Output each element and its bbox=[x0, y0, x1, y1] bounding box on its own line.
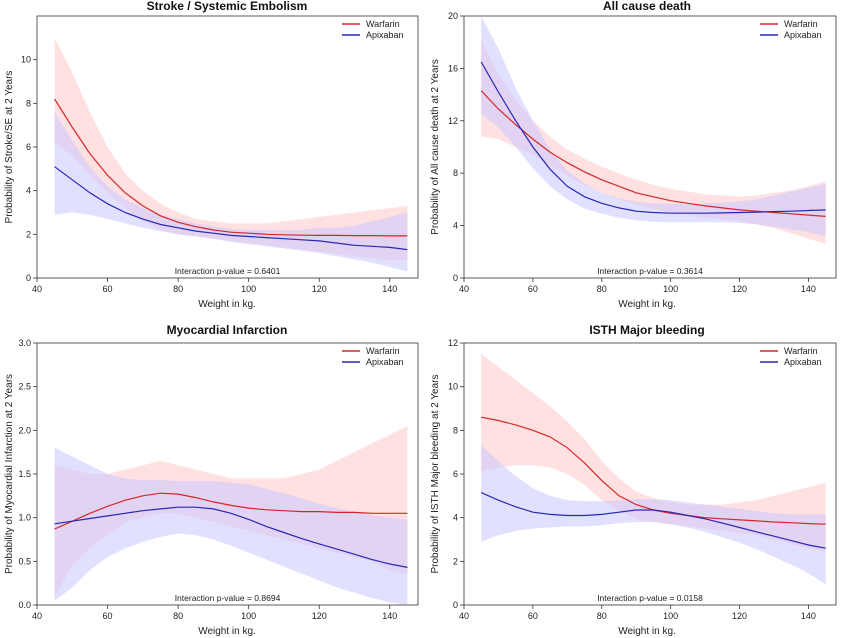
x-tick-label: 140 bbox=[382, 284, 397, 294]
y-tick-label: 1.0 bbox=[18, 513, 31, 523]
x-axis-label: Weight in kg. bbox=[198, 626, 256, 637]
confidence-band-apixaban bbox=[54, 112, 408, 272]
confidence-band-apixaban bbox=[481, 445, 826, 585]
x-tick-label: 140 bbox=[801, 284, 816, 294]
panel-title: Stroke / Systemic Embolism bbox=[147, 0, 308, 13]
y-tick-label: 12 bbox=[448, 338, 458, 348]
x-tick-label: 120 bbox=[312, 611, 327, 621]
panel-all-cause-death: All cause death Probability of All cause… bbox=[430, 0, 837, 310]
interaction-p-value: Interaction p-value = 0.8694 bbox=[175, 593, 281, 603]
plot-area: 40 60 80 100 120 140 0 2 4 6 8 10 12 WarfarinApixaban… bbox=[448, 338, 837, 621]
x-tick-label: 40 bbox=[459, 611, 469, 621]
confidence-band-warfarin bbox=[54, 37, 408, 261]
y-tick-label: 0.0 bbox=[18, 600, 31, 610]
legend-label-apixaban: Apixaban bbox=[784, 357, 822, 367]
series-line-apixaban bbox=[54, 166, 408, 251]
y-axis-label: Probability of Myocardial Infarction at … bbox=[4, 374, 15, 574]
x-tick-label: 60 bbox=[528, 611, 538, 621]
panel-stroke: Stroke / Systemic Embolism Probability o… bbox=[4, 0, 419, 310]
series-line-warfarin bbox=[54, 492, 408, 530]
y-axis-label: Probability of Stroke/SE at 2 Years bbox=[4, 71, 15, 224]
x-tick-label: 40 bbox=[32, 611, 42, 621]
x-tick-label: 140 bbox=[382, 611, 397, 621]
y-tick-label: 4 bbox=[453, 221, 458, 231]
y-tick-label: 0 bbox=[453, 600, 458, 610]
y-tick-label: 2.0 bbox=[18, 425, 31, 435]
y-tick-label: 20 bbox=[448, 11, 458, 21]
x-tick-label: 80 bbox=[173, 611, 183, 621]
plot-frame bbox=[463, 15, 837, 279]
y-tick-label: 8 bbox=[453, 168, 458, 178]
y-tick-label: 2 bbox=[26, 229, 31, 239]
y-tick-label: 10 bbox=[448, 382, 458, 392]
x-tick-label: 80 bbox=[173, 284, 183, 294]
x-tick-label: 80 bbox=[597, 611, 607, 621]
legend-label-warfarin: Warfarin bbox=[366, 346, 400, 356]
x-tick-label: 120 bbox=[732, 284, 747, 294]
y-tick-label: 4 bbox=[453, 513, 458, 523]
plot-area: 40 60 80 100 120 140 0.0 0.5 1.0 1.5 2.0 2.5 3.0 Warf… bbox=[18, 338, 419, 621]
y-tick-label: 4 bbox=[26, 186, 31, 196]
y-tick-label: 6 bbox=[26, 142, 31, 152]
confidence-band-warfarin bbox=[481, 353, 826, 553]
panel-isth-major-bleeding: ISTH Major bleeding Probability of ISTH … bbox=[430, 323, 837, 637]
series-line-apixaban bbox=[480, 61, 826, 214]
x-axis-label: Weight in kg. bbox=[198, 299, 256, 310]
legend-label-apixaban: Apixaban bbox=[366, 30, 404, 40]
confidence-band-apixaban bbox=[54, 447, 408, 605]
legend-label-apixaban: Apixaban bbox=[366, 357, 404, 367]
x-tick-label: 60 bbox=[103, 284, 113, 294]
y-tick-label: 0 bbox=[26, 273, 31, 283]
series-line-warfarin bbox=[54, 98, 408, 237]
y-tick-label: 16 bbox=[448, 63, 458, 73]
y-tick-label: 8 bbox=[453, 425, 458, 435]
panel-title: ISTH Major bleeding bbox=[589, 323, 704, 337]
y-tick-label: 10 bbox=[21, 55, 31, 65]
series-line-apixaban bbox=[480, 492, 826, 549]
y-tick-label: 8 bbox=[26, 98, 31, 108]
y-axis-label: Probability of ISTH Major bleeding at 2 … bbox=[430, 375, 441, 574]
y-tick-label: 6 bbox=[453, 469, 458, 479]
confidence-band-apixaban bbox=[481, 16, 826, 237]
x-axis-label: Weight in kg. bbox=[618, 626, 676, 637]
interaction-p-value: Interaction p-value = 0.6401 bbox=[175, 266, 281, 276]
x-tick-label: 100 bbox=[663, 611, 678, 621]
legend-label-warfarin: Warfarin bbox=[784, 346, 818, 356]
panel-title: Myocardial Infarction bbox=[167, 323, 288, 337]
plot-frame bbox=[463, 342, 837, 606]
legend-label-warfarin: Warfarin bbox=[784, 19, 818, 29]
y-tick-label: 12 bbox=[448, 116, 458, 126]
panel-myocardial-infarction: Myocardial Infarction Probability of Myo… bbox=[4, 323, 419, 637]
plot-area: 40 60 80 100 120 140 0 4 8 12 16 20 WarfarinApixaban… bbox=[448, 11, 837, 294]
x-tick-label: 60 bbox=[528, 284, 538, 294]
x-tick-label: 100 bbox=[241, 611, 256, 621]
panel-title: All cause death bbox=[603, 0, 691, 13]
interaction-p-value: Interaction p-value = 0.3614 bbox=[597, 266, 703, 276]
x-axis-label: Weight in kg. bbox=[618, 299, 676, 310]
x-tick-label: 120 bbox=[732, 611, 747, 621]
x-tick-label: 120 bbox=[312, 284, 327, 294]
legend-label-warfarin: Warfarin bbox=[366, 19, 400, 29]
x-tick-label: 140 bbox=[801, 611, 816, 621]
y-tick-label: 2 bbox=[453, 556, 458, 566]
x-tick-label: 80 bbox=[597, 284, 607, 294]
x-tick-label: 100 bbox=[663, 284, 678, 294]
series-line-apixaban bbox=[54, 506, 408, 568]
y-tick-label: 3.0 bbox=[18, 338, 31, 348]
y-tick-label: 0.5 bbox=[18, 556, 31, 566]
y-tick-label: 2.5 bbox=[18, 382, 31, 392]
interaction-p-value: Interaction p-value = 0.0158 bbox=[597, 593, 703, 603]
x-tick-label: 40 bbox=[459, 284, 469, 294]
y-tick-label: 0 bbox=[453, 273, 458, 283]
x-tick-label: 100 bbox=[241, 284, 256, 294]
y-tick-label: 1.5 bbox=[18, 469, 31, 479]
legend-label-apixaban: Apixaban bbox=[784, 30, 822, 40]
x-tick-label: 60 bbox=[103, 611, 113, 621]
y-axis-label: Probability of All cause death at 2 Year… bbox=[430, 59, 441, 235]
x-tick-label: 40 bbox=[32, 284, 42, 294]
